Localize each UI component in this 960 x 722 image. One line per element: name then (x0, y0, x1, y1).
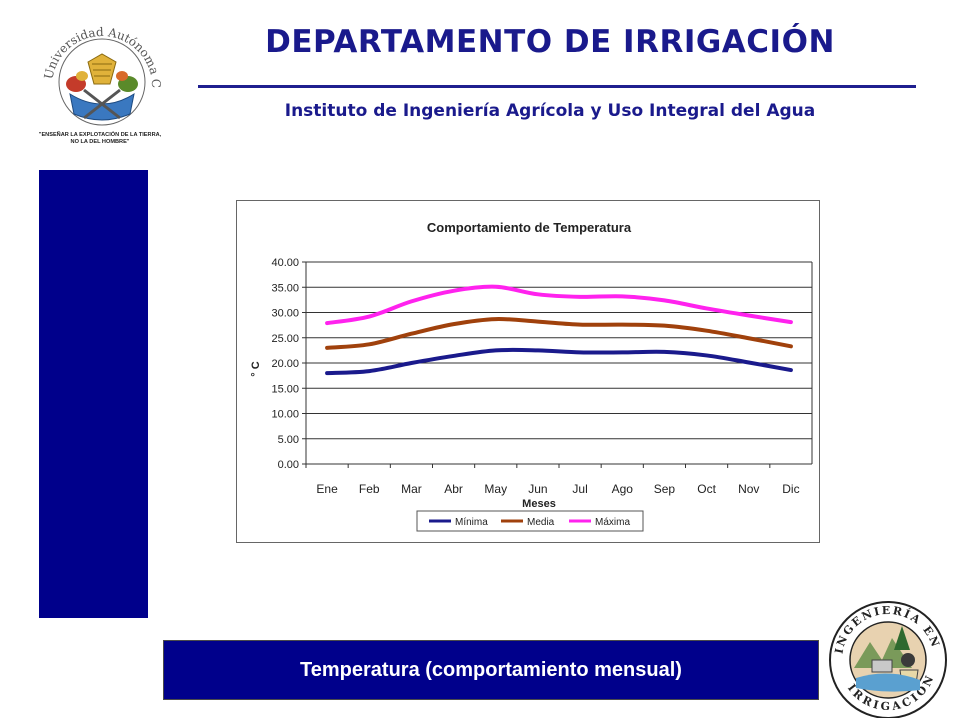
x-tick-label: Mar (401, 482, 422, 496)
y-axis-label: ° C (250, 361, 262, 376)
x-tick-label: Jul (572, 482, 587, 496)
side-accent-bar (39, 170, 148, 618)
y-tick-label: 30.00 (271, 308, 299, 320)
x-tick-label: Dic (782, 482, 799, 496)
y-tick-label: 35.00 (271, 282, 299, 294)
x-tick-label: Nov (738, 482, 759, 496)
footer-banner: Temperatura (comportamiento mensual) (163, 640, 819, 700)
y-tick-label: 20.00 (271, 358, 299, 370)
temperature-chart: Comportamiento de Temperatura 0.00 5.00 10.… (236, 200, 820, 543)
landscape-icon (854, 626, 920, 692)
legend-entry: Mínima (455, 517, 488, 528)
x-axis-label: Meses (522, 498, 556, 510)
irrigacion-logo: INGENIERÍA EN IRRIGACIÓN (826, 598, 950, 719)
legend-entry: Media (527, 517, 555, 528)
x-tick-label: Ene (316, 482, 338, 496)
chart-canvas: Comportamiento de Temperatura 0.00 5.00 10.… (250, 220, 813, 532)
legend-box (416, 510, 644, 532)
uach-logo: Universidad Autónoma Chapingo "ENSEÑAR L… (26, 3, 170, 149)
title-divider (198, 85, 916, 88)
x-tick-label: Ago (612, 482, 634, 496)
x-tick-label: Jun (528, 482, 547, 496)
footer-label: Temperatura (comportamiento mensual) (300, 659, 682, 681)
wheat-sheaf-icon (87, 53, 117, 85)
x-tick-label: May (484, 482, 507, 496)
series-line (325, 317, 793, 350)
y-tick-label: 25.00 (271, 333, 299, 345)
y-tick-label: 40.00 (271, 257, 299, 269)
chart-title: Comportamiento de Temperatura (427, 220, 632, 235)
legend-entry: Máxima (595, 517, 630, 528)
series-line (325, 284, 793, 326)
logo-motto-2: NO LA DEL HOMBRE" (71, 139, 130, 145)
y-tick-label: 5.00 (278, 434, 299, 446)
y-tick-label: 15.00 (271, 383, 299, 395)
page-subtitle: Instituto de Ingeniería Agrícola y Uso I… (284, 101, 816, 121)
x-tick-label: Feb (359, 482, 380, 496)
x-tick-label: Oct (697, 482, 716, 496)
y-tick-label: 0.00 (278, 459, 299, 471)
y-tick-label: 10.00 (271, 409, 299, 421)
page-title: DEPARTAMENTO DE IRRIGACIÓN (265, 24, 835, 60)
cornucopia-icon (66, 71, 138, 92)
series-line (325, 347, 793, 376)
logo-motto-1: "ENSEÑAR LA EXPLOTACIÓN DE LA TIERRA, (39, 130, 162, 138)
x-tick-label: Sep (654, 482, 676, 496)
x-tick-label: Abr (444, 482, 463, 496)
